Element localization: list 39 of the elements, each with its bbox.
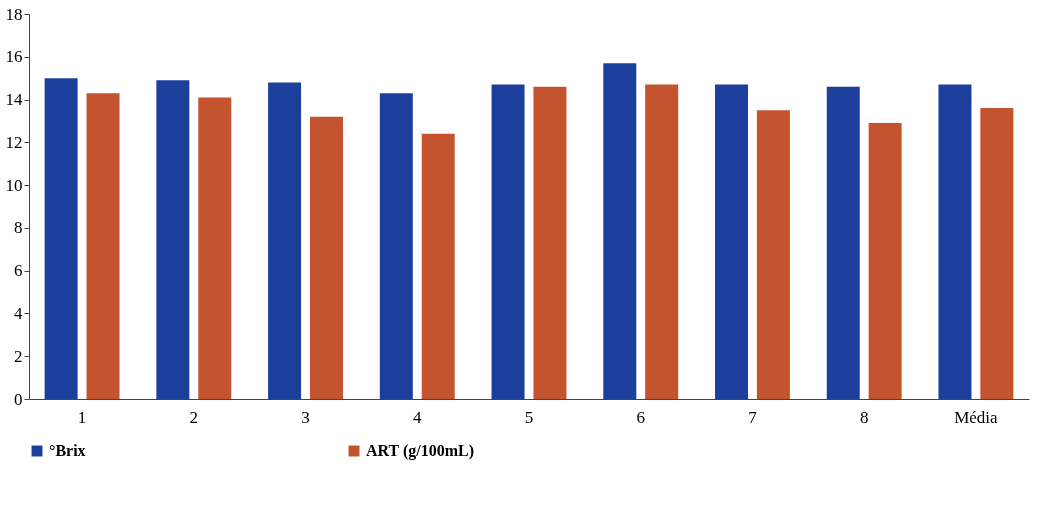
bar bbox=[826, 86, 860, 399]
y-tick-label: 10 bbox=[5, 175, 23, 195]
y-tick-label: 0 bbox=[14, 389, 23, 409]
x-tick-label: 6 bbox=[636, 407, 645, 427]
y-tick-label: 4 bbox=[14, 303, 23, 323]
bar bbox=[980, 108, 1014, 399]
bar bbox=[44, 78, 78, 399]
bar bbox=[268, 82, 302, 399]
bar bbox=[533, 86, 567, 399]
y-tick-label: 2 bbox=[14, 346, 23, 366]
x-tick-label: 7 bbox=[748, 407, 758, 427]
bar bbox=[379, 93, 413, 399]
bar bbox=[198, 97, 232, 399]
x-tick-label: Média bbox=[954, 407, 999, 427]
x-tick-label: 1 bbox=[77, 407, 87, 427]
bar bbox=[421, 133, 455, 399]
bar bbox=[715, 84, 749, 399]
bar bbox=[603, 63, 637, 399]
x-tick-label: 4 bbox=[413, 407, 423, 427]
bar bbox=[156, 80, 190, 399]
y-tick-label: 12 bbox=[5, 132, 23, 152]
y-tick-label: 16 bbox=[5, 47, 23, 67]
bar bbox=[491, 84, 525, 399]
bar bbox=[309, 116, 343, 399]
y-tick-label: 8 bbox=[14, 218, 23, 238]
x-tick-label: 5 bbox=[524, 407, 534, 427]
x-tick-label: 8 bbox=[859, 407, 869, 427]
y-tick-label: 6 bbox=[14, 261, 23, 281]
bar bbox=[756, 110, 790, 399]
y-tick-label: 14 bbox=[5, 90, 23, 110]
bar bbox=[645, 84, 679, 399]
bar bbox=[938, 84, 972, 399]
x-tick-label: 3 bbox=[301, 407, 310, 427]
bar bbox=[86, 93, 120, 399]
y-tick-label: 18 bbox=[5, 4, 23, 24]
bar bbox=[868, 123, 902, 399]
legend-label: ART (g/100mL) bbox=[366, 442, 475, 460]
legend-label: °Brix bbox=[49, 442, 86, 459]
x-tick-label: 2 bbox=[189, 407, 199, 427]
